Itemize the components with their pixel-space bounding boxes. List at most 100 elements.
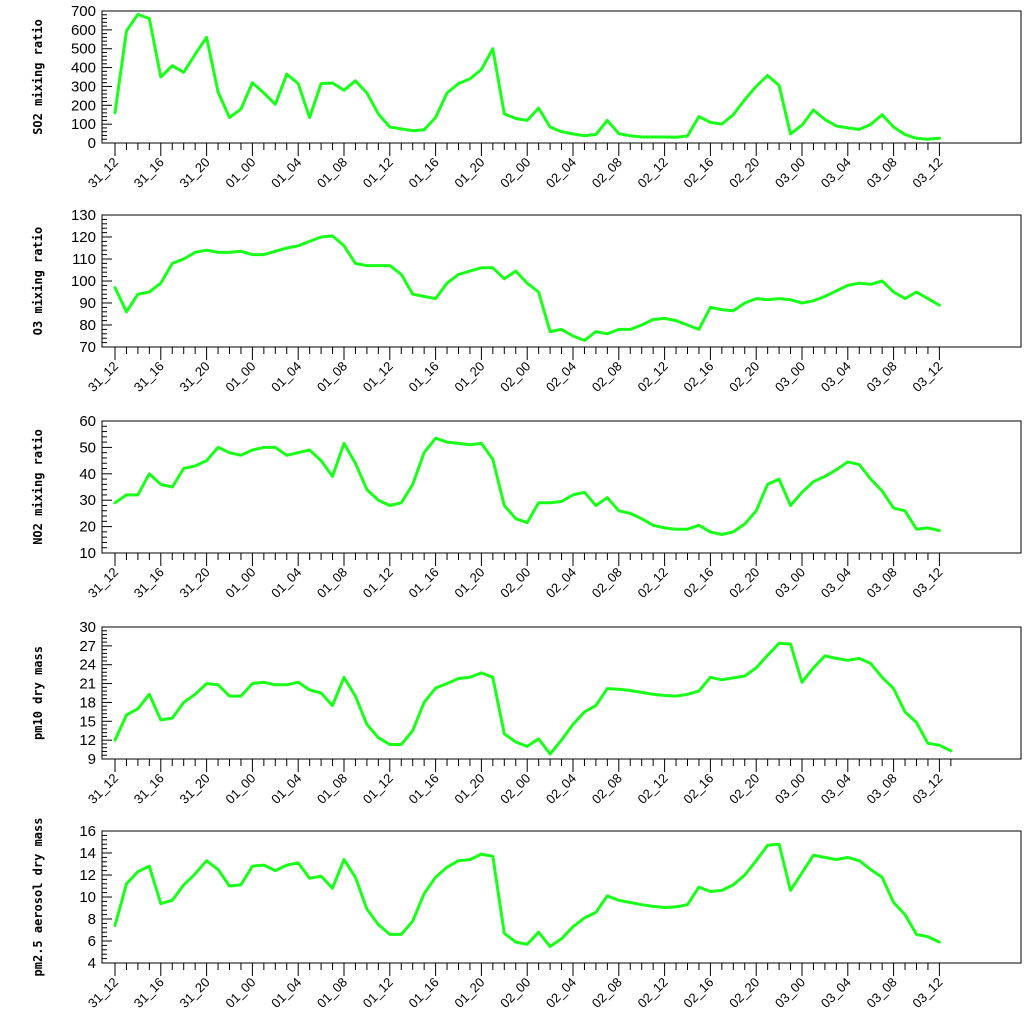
x-tick-label: 01_00	[222, 975, 258, 1011]
y-tick-label: 4	[88, 955, 96, 972]
x-tick-label: 03_00	[772, 565, 808, 601]
x-tick-label: 02_20	[726, 359, 762, 395]
x-tick-label: 03_08	[864, 771, 900, 807]
x-tick-label: 01_12	[360, 565, 396, 601]
x-tick-label: 01_16	[406, 359, 442, 395]
y-tick-label: 18	[79, 694, 96, 711]
y-tick-label: 9	[88, 751, 96, 768]
x-tick-label: 31_16	[131, 975, 167, 1011]
x-tick-label: 31_20	[177, 565, 213, 601]
x-tick-label: 02_04	[543, 155, 579, 191]
x-tick-label: 01_20	[451, 359, 487, 395]
y-tick-label: 100	[71, 273, 96, 290]
x-tick-label: 02_04	[543, 565, 579, 601]
x-tick-label: 03_04	[818, 155, 854, 191]
x-tick-label: 31_20	[177, 771, 213, 807]
x-tick-label: 02_04	[543, 975, 579, 1011]
x-tick-label: 01_20	[451, 771, 487, 807]
x-tick-label: 03_08	[864, 359, 900, 395]
y-axis-label: pm2.5 aerosol dry mass	[31, 818, 45, 977]
x-tick-label: 01_00	[222, 155, 258, 191]
x-tick-label: 02_20	[726, 771, 762, 807]
x-tick-label: 01_12	[360, 359, 396, 395]
x-tick-label: 03_08	[864, 565, 900, 601]
y-axis-label: O3 mixing ratio	[31, 227, 45, 335]
x-tick-label: 31_12	[85, 359, 121, 395]
x-tick-label: 31_16	[131, 565, 167, 601]
x-tick-label: 03_12	[909, 771, 945, 807]
x-tick-label: 03_08	[864, 155, 900, 191]
x-tick-label: 02_16	[680, 771, 716, 807]
x-tick-label: 01_04	[268, 155, 304, 191]
x-tick-label: 03_12	[909, 359, 945, 395]
y-tick-label: 27	[79, 638, 96, 655]
x-tick-label: 31_12	[85, 565, 121, 601]
y-tick-label: 24	[79, 657, 96, 674]
y-tick-label: 16	[79, 823, 96, 840]
chart-panel-5: 4 6 8 10 12 14 16 pm2.5 aerosol dry mass 31_12 31…	[31, 818, 1022, 1011]
x-tick-label: 31_16	[131, 771, 167, 807]
chart-panel-3: 10 20 30 40 50 60 NO2 mixing ratio 31_12 31_16 31…	[31, 413, 1022, 601]
x-tick-label: 02_16	[680, 155, 716, 191]
x-tick-label: 01_20	[451, 565, 487, 601]
y-tick-label: 6	[88, 933, 96, 950]
x-tick-label: 01_16	[406, 975, 442, 1011]
x-tick-label: 03_04	[818, 771, 854, 807]
y-tick-label: 50	[79, 439, 96, 456]
y-tick-label: 70	[79, 339, 96, 356]
x-tick-label: 03_12	[909, 975, 945, 1011]
y-tick-label: 90	[79, 295, 96, 312]
y-tick-label: 30	[79, 492, 96, 509]
x-tick-label: 02_08	[589, 155, 625, 191]
x-tick-label: 02_00	[497, 359, 533, 395]
data-line	[113, 641, 953, 756]
x-tick-label: 01_16	[406, 771, 442, 807]
x-tick-label: 02_04	[543, 771, 579, 807]
x-tick-label: 02_08	[589, 359, 625, 395]
x-tick-label: 01_00	[222, 565, 258, 601]
y-tick-label: 40	[79, 466, 96, 483]
y-tick-label: 200	[71, 97, 96, 114]
x-tick-label: 02_12	[635, 975, 671, 1011]
x-tick-label: 02_16	[680, 565, 716, 601]
y-tick-label: 300	[71, 78, 96, 95]
x-tick-label: 31_20	[177, 359, 213, 395]
x-tick-label: 01_12	[360, 771, 396, 807]
plot-frame	[101, 10, 1022, 144]
x-tick-label: 02_12	[635, 565, 671, 601]
y-tick-label: 14	[79, 845, 96, 862]
y-axis-label: SO2 mixing ratio	[31, 19, 45, 135]
y-tick-label: 12	[79, 732, 96, 749]
chart-panel-2: 70 80 90 100 110 120 130 O3 mixing ratio 31_12 31…	[31, 207, 1022, 395]
x-tick-label: 03_04	[818, 359, 854, 395]
x-tick-label: 02_08	[589, 771, 625, 807]
x-tick-label: 03_08	[864, 975, 900, 1011]
y-tick-label: 30	[79, 619, 96, 636]
x-tick-label: 01_04	[268, 771, 304, 807]
x-tick-label: 02_20	[726, 565, 762, 601]
x-tick-label: 01_08	[314, 155, 350, 191]
y-tick-label: 20	[79, 519, 96, 536]
y-axis-label: pm10 dry mass	[31, 646, 45, 740]
y-tick-label: 600	[71, 22, 96, 39]
x-tick-label: 02_08	[589, 565, 625, 601]
x-tick-label: 01_00	[222, 771, 258, 807]
y-tick-label: 12	[79, 867, 96, 884]
x-tick-label: 02_20	[726, 975, 762, 1011]
y-tick-label: 10	[79, 545, 96, 562]
x-tick-label: 02_12	[635, 155, 671, 191]
x-tick-label: 03_00	[772, 359, 808, 395]
x-tick-label: 02_12	[635, 359, 671, 395]
x-tick-label: 03_12	[909, 155, 945, 191]
plot-frame	[101, 830, 1022, 964]
x-tick-label: 01_08	[314, 975, 350, 1011]
y-tick-label: 700	[71, 3, 96, 20]
data-line	[113, 436, 941, 536]
data-line	[113, 842, 941, 948]
y-tick-label: 60	[79, 413, 96, 430]
x-tick-label: 01_12	[360, 155, 396, 191]
y-tick-label: 120	[71, 229, 96, 246]
x-tick-label: 31_12	[85, 771, 121, 807]
x-tick-label: 03_12	[909, 565, 945, 601]
